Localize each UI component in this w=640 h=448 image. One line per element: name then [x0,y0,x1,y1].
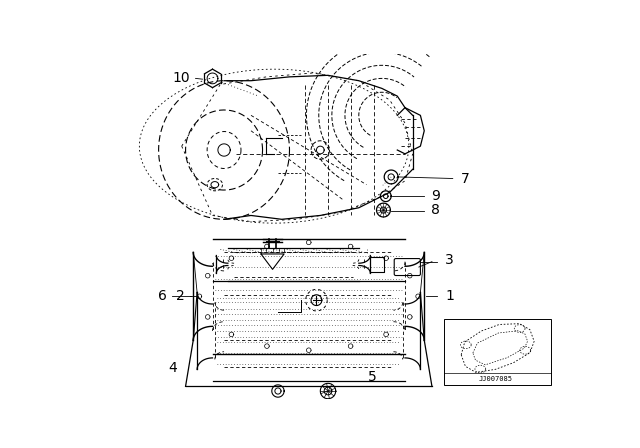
Text: 9: 9 [431,189,440,203]
FancyBboxPatch shape [394,258,420,276]
Text: JJ007085: JJ007085 [479,376,513,383]
Text: 4: 4 [168,361,177,375]
Text: 6: 6 [158,289,167,303]
Text: 10: 10 [173,71,191,86]
Polygon shape [261,254,284,269]
Text: 2: 2 [176,289,184,303]
Text: 1: 1 [445,289,454,303]
Text: 8: 8 [431,203,440,217]
Text: 7: 7 [461,172,469,186]
Bar [444,319,551,385]
Text: 3: 3 [445,253,454,267]
Text: 5: 5 [368,370,377,384]
